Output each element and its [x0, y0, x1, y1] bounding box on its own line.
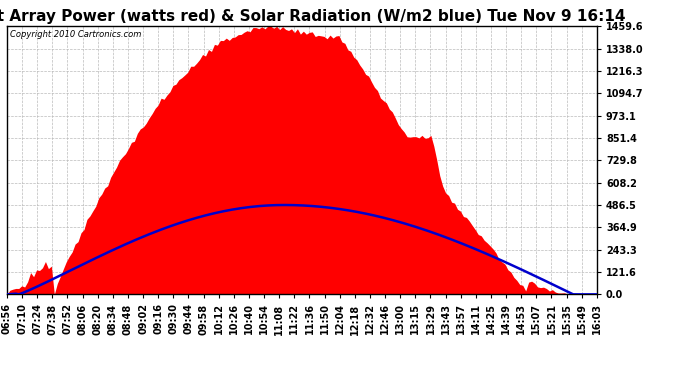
Text: Copyright 2010 Cartronics.com: Copyright 2010 Cartronics.com [10, 30, 141, 39]
Text: East Array Power (watts red) & Solar Radiation (W/m2 blue) Tue Nov 9 16:14: East Array Power (watts red) & Solar Rad… [0, 9, 626, 24]
